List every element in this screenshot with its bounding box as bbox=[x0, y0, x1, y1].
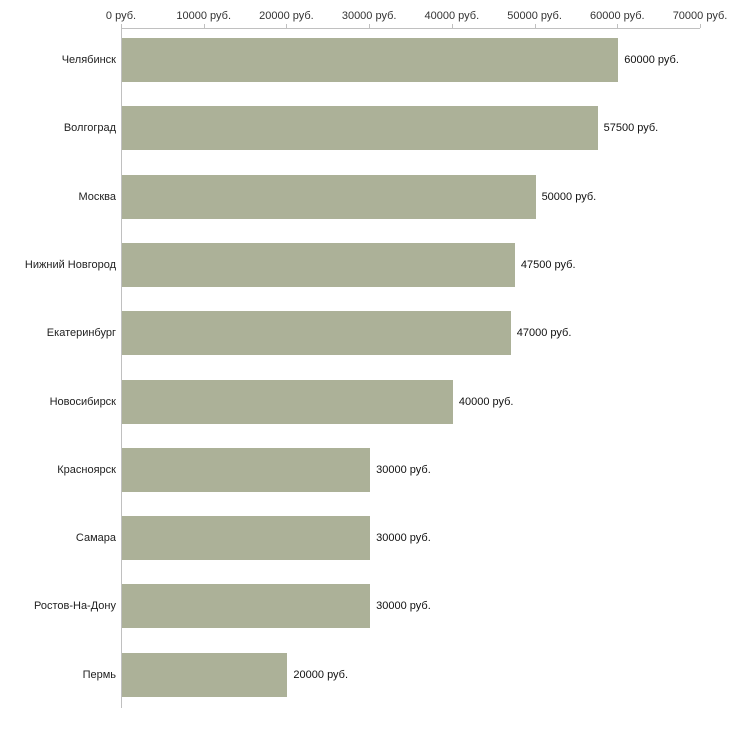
bar bbox=[122, 516, 371, 561]
x-axis-tick-mark bbox=[286, 24, 288, 28]
x-axis-tick-mark bbox=[451, 24, 453, 28]
category-label: Новосибирск bbox=[49, 395, 116, 408]
bar bbox=[122, 447, 371, 492]
x-axis-tick-label: 40000 руб. bbox=[424, 10, 480, 22]
value-label: 20000 руб. bbox=[293, 668, 349, 681]
value-label: 50000 руб. bbox=[541, 190, 597, 203]
value-label: 57500 руб. bbox=[603, 122, 659, 135]
x-axis-tick-mark bbox=[369, 24, 371, 28]
x-axis-tick-label: 70000 руб. bbox=[672, 10, 728, 22]
x-axis-tick-mark bbox=[203, 24, 205, 28]
bar bbox=[122, 379, 453, 424]
x-axis-tick-label: 0 руб. bbox=[105, 10, 137, 22]
value-label: 40000 руб. bbox=[458, 395, 514, 408]
category-label: Москва bbox=[78, 190, 116, 203]
value-label: 47000 руб. bbox=[516, 327, 572, 340]
x-axis-tick-mark bbox=[617, 24, 619, 28]
category-label: Екатеринбург bbox=[46, 327, 116, 340]
x-axis-tick-label: 10000 руб. bbox=[176, 10, 232, 22]
value-label: 30000 руб. bbox=[376, 532, 431, 545]
y-axis-line bbox=[121, 28, 122, 708]
x-axis-line bbox=[121, 28, 700, 29]
value-label: 60000 руб. bbox=[624, 54, 679, 66]
x-axis-tick-label: 20000 руб. bbox=[259, 10, 314, 22]
x-axis-tick-mark bbox=[700, 24, 701, 28]
bar bbox=[122, 584, 371, 629]
category-label: Ростов-На-Дону bbox=[33, 600, 116, 613]
x-axis-tick-mark bbox=[121, 24, 122, 28]
value-label: 30000 руб. bbox=[376, 463, 431, 476]
bar bbox=[122, 242, 515, 287]
value-label: 47500 руб. bbox=[520, 258, 576, 271]
x-axis-tick-label: 60000 руб. bbox=[589, 10, 645, 22]
category-label: Красноярск bbox=[57, 463, 116, 476]
category-label: Челябинск bbox=[61, 54, 116, 66]
bar bbox=[122, 106, 598, 151]
x-axis-tick-label: 30000 руб. bbox=[341, 10, 397, 22]
category-label: Нижний Новгород bbox=[24, 258, 116, 271]
category-label: Самара bbox=[75, 532, 116, 545]
x-axis-tick-mark bbox=[534, 24, 536, 28]
bar bbox=[122, 311, 511, 356]
bar bbox=[122, 652, 288, 697]
bar bbox=[122, 38, 619, 82]
x-axis-tick-label: 50000 руб. bbox=[507, 10, 562, 22]
bar bbox=[122, 174, 536, 219]
category-label: Волгоград bbox=[63, 122, 116, 135]
category-label: Пермь bbox=[82, 668, 116, 681]
value-label: 30000 руб. bbox=[376, 600, 431, 613]
